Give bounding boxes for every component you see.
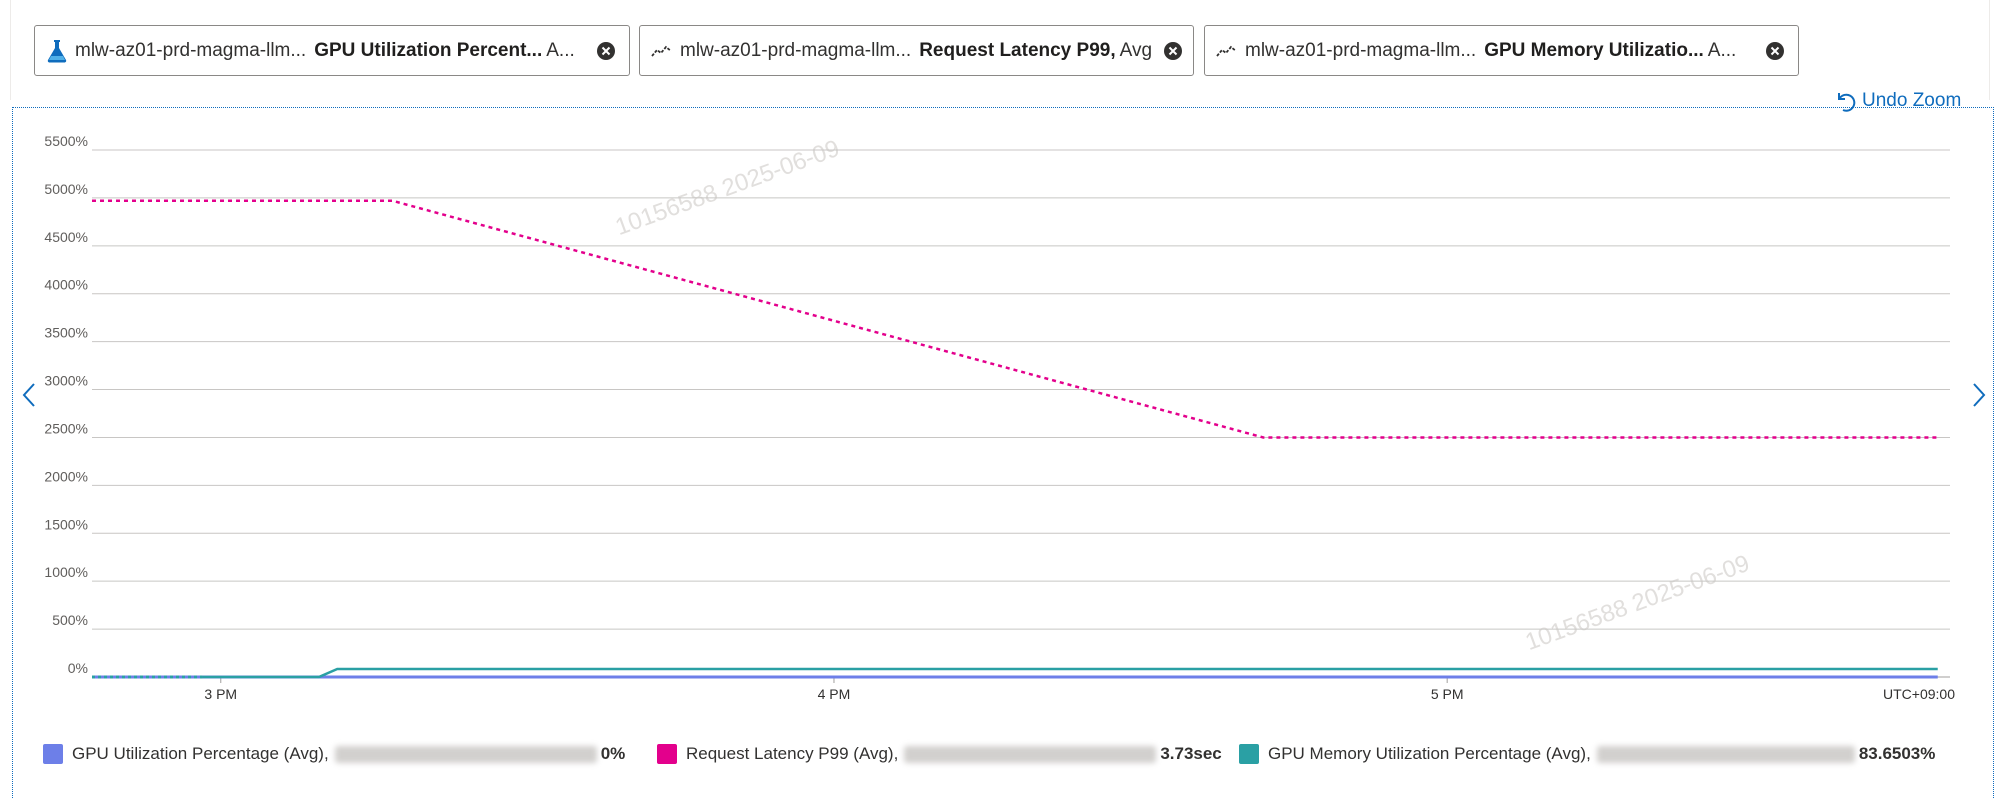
- metric-pill-request-latency[interactable]: mlw-az01-prd-magma-llm... Request Latenc…: [639, 25, 1194, 76]
- y-tick-label: 4500%: [44, 229, 88, 245]
- pill-aggregation: Avg: [1119, 39, 1153, 61]
- pill-metric-name: Request Latency P99,: [919, 39, 1116, 61]
- legend-value: 83.6503%: [1858, 744, 1936, 763]
- series-layer: [92, 199, 1938, 679]
- y-tick-label: 2000%: [44, 468, 88, 484]
- y-tick-label: 5000%: [44, 181, 88, 197]
- pill-metric-name: GPU Utilization Percent...: [314, 39, 543, 61]
- azure-ml-flask-icon: [45, 39, 69, 63]
- x-axis-labels: 3 PM 4 PM 5 PM UTC+09:00: [204, 686, 1955, 702]
- grid-layer: [92, 149, 1950, 683]
- close-icon[interactable]: [1162, 40, 1184, 62]
- undo-icon: [1838, 93, 1856, 112]
- redacted-resource-name: [1596, 745, 1855, 763]
- watermark-text: 10156588 2025-06-09: [1522, 550, 1753, 656]
- undo-zoom-label: Undo Zoom: [1862, 90, 1962, 111]
- legend-item-request-latency[interactable]: Request Latency P99 (Avg), 3.73sec: [657, 744, 1222, 764]
- y-tick-label: 0%: [68, 660, 88, 676]
- legend-item-gpu-memory[interactable]: GPU Memory Utilization Percentage (Avg),…: [1239, 744, 1935, 764]
- x-tick-label: 3 PM: [204, 686, 237, 702]
- metric-pill-gpu-memory[interactable]: mlw-az01-prd-magma-llm... GPU Memory Uti…: [1204, 25, 1799, 76]
- y-tick-label: 1500%: [44, 516, 88, 532]
- left-border: [10, 0, 11, 100]
- redacted-resource-name: [334, 745, 597, 763]
- y-axis-labels: 0% 500% 1000% 1500% 2000% 2500% 3000% 3500% 4000…: [44, 133, 88, 676]
- metric-line-icon: [650, 39, 674, 63]
- metric-pill-gpu-utilization[interactable]: mlw-az01-prd-magma-llm... GPU Utilizatio…: [34, 25, 630, 76]
- legend-item-gpu-utilization[interactable]: GPU Utilization Percentage (Avg), 0%: [43, 744, 625, 764]
- legend-value: 0%: [600, 744, 626, 763]
- pill-resource-name: mlw-az01-prd-magma-llm...: [75, 39, 307, 61]
- close-icon[interactable]: [1764, 40, 1786, 62]
- right-border: [1989, 0, 1990, 100]
- legend-label: GPU Memory Utilization Percentage (Avg),: [1268, 744, 1591, 763]
- y-tick-label: 2500%: [44, 420, 88, 436]
- chevron-right-icon[interactable]: [1964, 380, 1992, 410]
- series-line-gpu-memory: [202, 667, 1938, 679]
- pill-resource-name: mlw-az01-prd-magma-llm...: [1245, 39, 1477, 61]
- redacted-resource-name: [904, 745, 1157, 763]
- metric-line-icon: [1215, 39, 1239, 63]
- pill-metric-name: GPU Memory Utilizatio...: [1484, 39, 1704, 61]
- undo-zoom-button[interactable]: Undo Zoom: [1834, 88, 1961, 114]
- pill-aggregation: A...: [1707, 39, 1737, 61]
- legend-label: Request Latency P99 (Avg),: [686, 744, 899, 763]
- close-icon[interactable]: [595, 40, 617, 62]
- chevron-left-icon[interactable]: [16, 380, 44, 410]
- y-tick-label: 4000%: [44, 277, 88, 293]
- pill-resource-name: mlw-az01-prd-magma-llm...: [680, 39, 912, 61]
- legend-swatch: [43, 744, 63, 764]
- series-line-request-latency: [92, 199, 1938, 439]
- y-tick-label: 5500%: [44, 133, 88, 149]
- legend-swatch: [657, 744, 677, 764]
- y-tick-label: 1000%: [44, 564, 88, 580]
- pill-aggregation: A...: [546, 39, 575, 61]
- y-tick-label: 500%: [52, 612, 88, 628]
- plot-area-frame[interactable]: [12, 107, 1994, 798]
- watermark-text: 10156588 2025-06-09: [612, 135, 843, 241]
- legend-value: 3.73sec: [1160, 744, 1222, 763]
- timezone-label: UTC+09:00: [1883, 686, 1955, 702]
- legend-label: GPU Utilization Percentage (Avg),: [72, 744, 329, 763]
- legend-swatch: [1239, 744, 1259, 764]
- x-tick-label: 4 PM: [818, 686, 851, 702]
- x-tick-label: 5 PM: [1431, 686, 1464, 702]
- y-tick-label: 3500%: [44, 325, 88, 341]
- y-tick-label: 3000%: [44, 373, 88, 389]
- watermark-layer: 10156588 2025-06-09 10156588 2025-06-09: [612, 135, 1753, 656]
